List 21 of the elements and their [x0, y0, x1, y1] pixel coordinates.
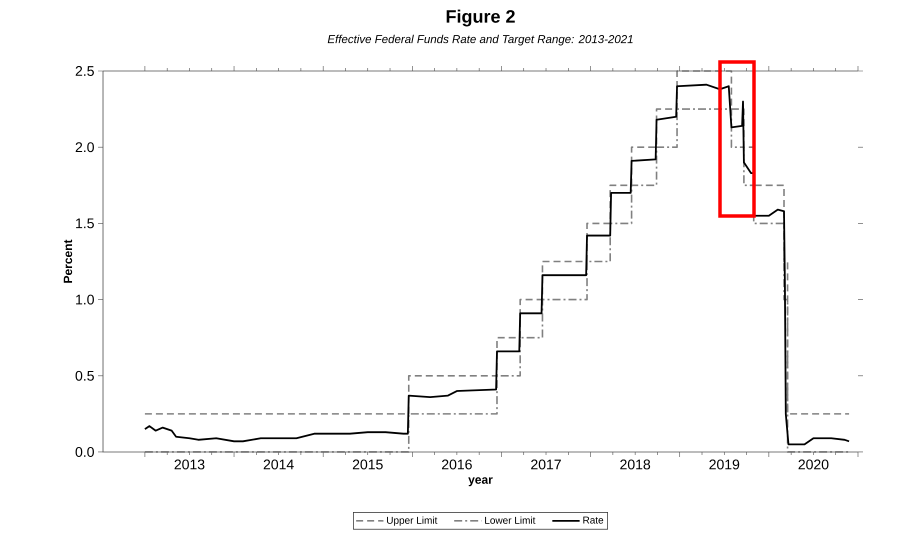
chart-subtitle: Effective Federal Funds Rate and Target Range: 2013-2021	[328, 34, 633, 46]
x-tick-label: 2015	[352, 460, 383, 470]
y-tick-label: 2.0	[76, 142, 94, 152]
chart-title: Figure 2	[446, 10, 515, 26]
x-tick-label: 2020	[798, 460, 828, 470]
x-tick-label: 2014	[264, 460, 294, 470]
legend-label: Rate	[583, 516, 604, 524]
y-tick-label: 0.0	[76, 447, 94, 457]
legend-label: Lower Limit	[485, 516, 536, 524]
y-tick-label: 1.5	[76, 218, 94, 228]
x-axis-title: year	[468, 477, 493, 486]
y-tick-label: 0.5	[76, 370, 94, 381]
y-tick-label: 2.5	[76, 66, 94, 76]
x-tick-label: 2018	[620, 460, 650, 470]
x-tick-label: 2016	[442, 460, 472, 470]
y-tick-label: 1.0	[76, 294, 94, 305]
y-axis-title: Percent	[64, 240, 72, 283]
x-tick-label: 2017	[531, 460, 561, 470]
x-tick-label: 2019	[709, 460, 740, 470]
x-tick-label: 2013	[174, 460, 204, 470]
legend-label: Upper Limit	[387, 516, 438, 526]
